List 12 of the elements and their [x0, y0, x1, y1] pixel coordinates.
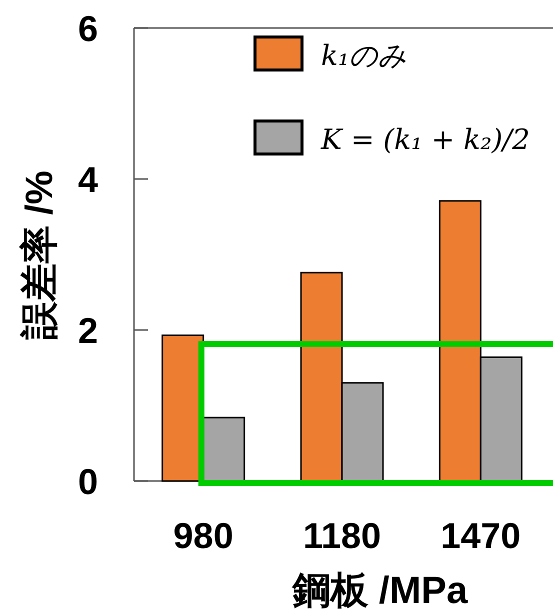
legend-label: k₁のみ: [321, 39, 408, 72]
y-axis-title: 誤差率 /%: [18, 170, 61, 340]
y-tick-label: 2: [78, 310, 98, 351]
x-tick-label: 980: [173, 515, 234, 556]
x-tick-label: 1180: [302, 515, 382, 556]
y-tick-label: 0: [78, 461, 98, 502]
y-tick-label: 6: [78, 8, 98, 49]
x-axis-title: 鋼板 /MPa: [291, 570, 468, 612]
legend-label: K = (k₁ + k₂)/2: [320, 123, 530, 156]
x-tick-label: 1470: [440, 515, 521, 556]
bar: [202, 416, 246, 482]
y-tick-label: 4: [78, 159, 98, 200]
